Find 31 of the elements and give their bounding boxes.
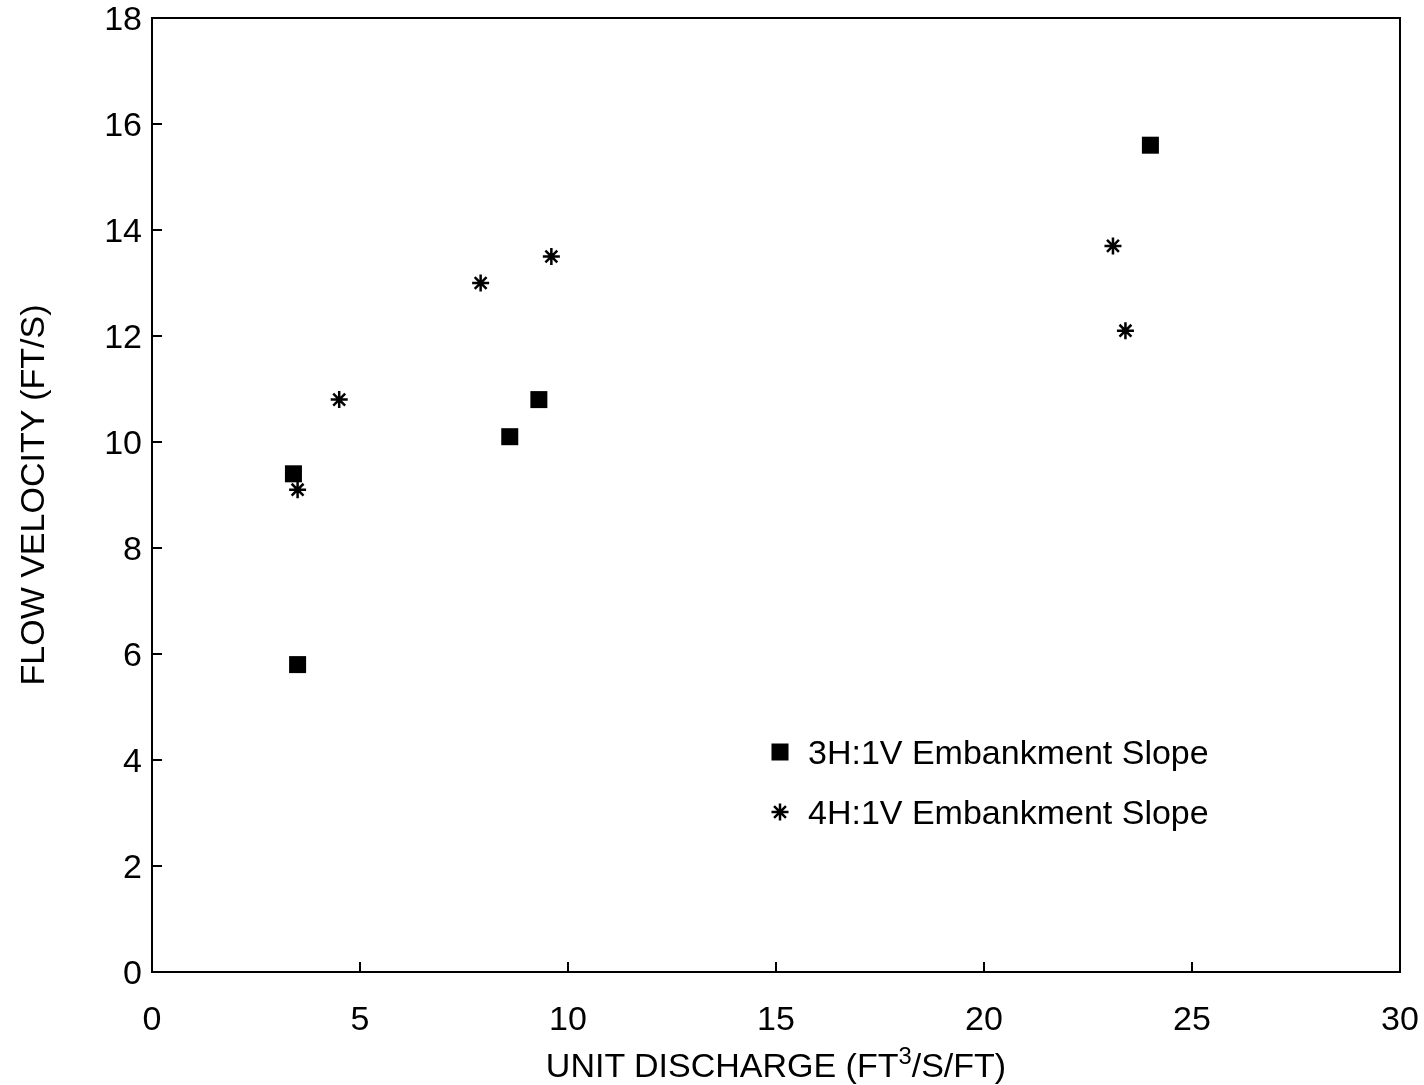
point xyxy=(470,273,491,293)
point xyxy=(1141,136,1159,154)
x-tick-label: 10 xyxy=(549,999,587,1037)
x-axis-title: UNIT DISCHARGE (FT$^{3}$/S/FT) xyxy=(545,1041,1007,1084)
point xyxy=(501,428,519,446)
x-tick-label: 15 xyxy=(757,999,795,1037)
y-tick-label: 12 xyxy=(104,316,142,355)
y-tick-label: 0 xyxy=(123,952,142,991)
point xyxy=(289,656,307,674)
y-tick-label: 10 xyxy=(104,422,142,461)
y-tick-label: 8 xyxy=(123,528,142,567)
y-tick-label: 14 xyxy=(104,210,142,249)
point xyxy=(530,391,548,409)
y-tick-label: 18 xyxy=(104,0,142,37)
y-tick-label: 16 xyxy=(104,104,142,143)
point xyxy=(541,246,562,267)
legend-label: 4H:1V Embankment Slope xyxy=(808,792,1209,831)
point xyxy=(287,479,308,500)
x-tick-label: 25 xyxy=(1173,999,1211,1037)
point xyxy=(329,389,349,410)
y-tick-label: 4 xyxy=(123,740,142,779)
point xyxy=(1103,236,1123,256)
point xyxy=(1115,320,1136,341)
point xyxy=(284,465,302,483)
x-tick-label: 5 xyxy=(350,999,370,1037)
y-tick-label: 2 xyxy=(123,846,142,885)
x-tick-label: 20 xyxy=(965,999,1003,1037)
y-tick-label: 6 xyxy=(123,634,142,673)
legend-label: 3H:1V Embankment Slope xyxy=(808,732,1209,771)
x-tick-label: 30 xyxy=(1381,999,1419,1037)
y-axis-title: FLOW VELOCITY (FT/S) xyxy=(13,304,51,686)
